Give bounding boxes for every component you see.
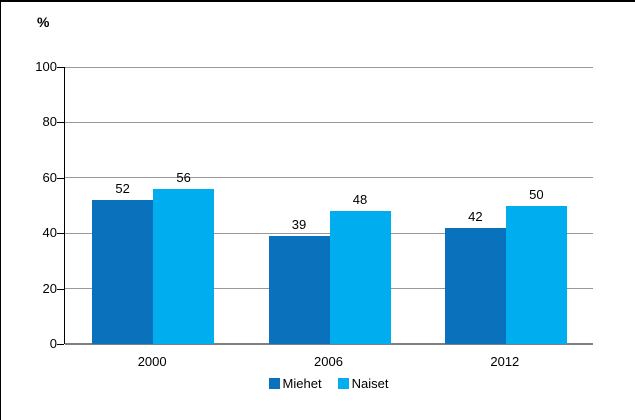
legend-swatch [268,378,280,389]
bar-value-label: 48 [352,192,368,208]
legend-item: Naiset [337,376,389,391]
y-axis-tick [57,233,64,235]
gridline [65,177,593,179]
bar [153,188,215,344]
legend-label: Miehet [282,376,322,391]
plot-area: 52 56 39 48 42 50 [57,66,593,345]
legend-item: Miehet [268,376,322,391]
y-axis-tick [57,177,64,179]
bar [92,199,154,344]
bar [329,211,391,344]
y-tick-label: 60 [42,169,57,185]
y-axis-tick [57,122,64,124]
bar-value-label: 50 [529,186,544,202]
bar-value-label: 39 [291,216,307,232]
x-axis-label: 2006 [314,354,343,369]
bar [444,227,506,344]
gridline [65,121,593,123]
y-tick-label: 80 [42,114,57,130]
legend: Miehet Naiset [64,376,593,391]
bar-value-label: 52 [115,180,130,196]
legend-label: Naiset [351,376,389,391]
y-axis-tick [57,288,64,290]
x-axis-label: 2000 [137,354,167,369]
y-axis-tick [57,67,64,68]
bar-value-label: 56 [176,169,191,185]
y-tick-label: 100 [35,59,57,74]
x-axis-labels: 2000 2006 2012 [64,354,593,370]
bar-value-label: 42 [468,208,483,224]
y-tick-label: 40 [42,225,57,241]
x-axis-label: 2012 [490,354,520,369]
gridline [65,232,593,234]
bar [505,205,567,344]
y-tick-label: 20 [42,280,57,296]
y-tick-label: 0 [49,336,57,351]
gridline [65,66,593,68]
y-axis-tick [57,344,64,345]
x-axis-line [65,343,593,345]
y-axis-unit-label: % [37,14,50,30]
legend-swatch [337,378,349,389]
bar [268,235,330,344]
